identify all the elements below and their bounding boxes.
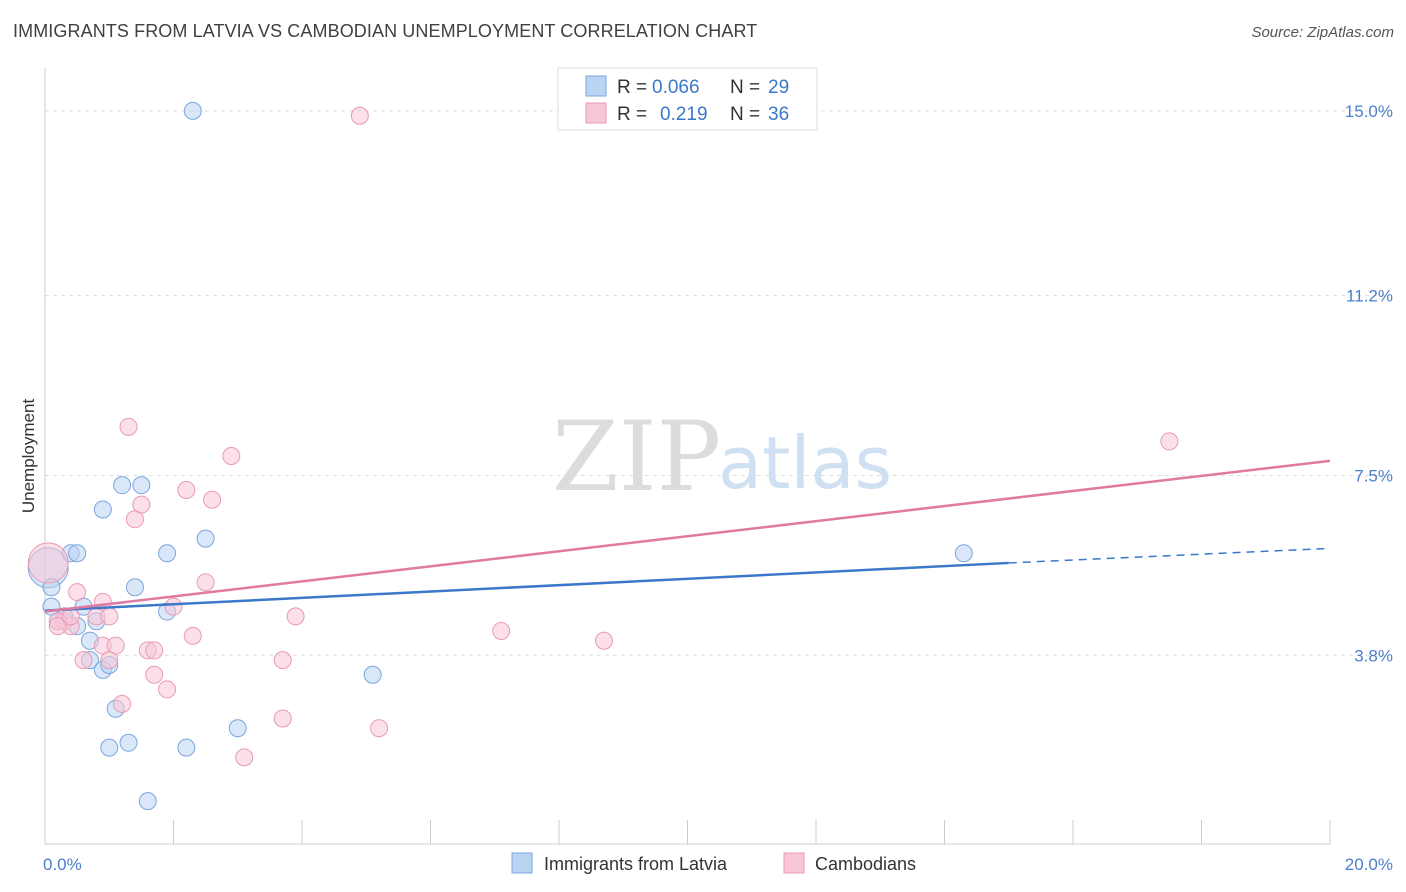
point-pink-31: [1160, 432, 1179, 451]
point-pink-large: [27, 542, 69, 584]
point-blue-20: [100, 738, 119, 757]
series-legend-label-2: Cambodians: [815, 854, 916, 874]
point-pink-15: [145, 641, 164, 660]
point-pink-27: [286, 607, 305, 626]
y-tick-labels: 3.8% 7.5% 11.2% 15.0%: [1345, 102, 1393, 665]
y-tick-label-3: 15.0%: [1345, 102, 1393, 121]
point-pink-25: [273, 651, 292, 670]
point-pink-28: [370, 719, 389, 738]
point-blue-14: [196, 529, 215, 548]
series-legend-swatch-pink: [783, 852, 805, 874]
watermark-atlas: atlas: [718, 421, 892, 505]
y-tick-label-2: 11.2%: [1346, 287, 1393, 306]
point-pink-9: [100, 651, 119, 670]
point-pink-11: [119, 417, 138, 436]
point-pink-20: [183, 626, 202, 645]
point-pink-16: [145, 665, 164, 684]
chart-title: IMMIGRANTS FROM LATVIA VS CAMBODIAN UNEM…: [13, 21, 758, 41]
grid-lines: [45, 110, 1390, 656]
trend-line-pink: [44, 459, 1331, 613]
x-tick-label-0: 0.0%: [43, 855, 82, 874]
point-pink-23: [222, 447, 241, 465]
trend-line-blue: [44, 561, 1009, 612]
point-pink-22: [203, 490, 222, 509]
point-blue-11: [125, 578, 144, 597]
legend-r-value-2: 0.219: [660, 104, 708, 125]
x-tick-label-1: 20.0%: [1345, 855, 1393, 874]
point-pink-21: [196, 573, 215, 592]
point-blue-28: [68, 544, 87, 563]
legend-n-value-2: 36: [768, 104, 789, 125]
point-pink-24: [235, 748, 254, 767]
point-blue-24: [138, 792, 157, 811]
point-pink-32: [350, 106, 369, 125]
point-blue-19: [119, 733, 138, 752]
point-blue-6: [113, 476, 132, 495]
point-blue-22: [228, 719, 247, 738]
point-pink-18: [164, 597, 183, 616]
point-pink-29: [492, 621, 511, 640]
point-pink-34: [48, 617, 67, 636]
trend-line-blue-extension: [1008, 547, 1331, 564]
legend-r-label-1: R =: [617, 77, 647, 98]
series-legend: Immigrants from Latvia Cambodians: [511, 852, 916, 874]
trend-lines: [44, 459, 1331, 613]
legend-n-label-2: N =: [730, 104, 760, 125]
legend-swatch-pink: [585, 102, 607, 124]
chart-source: Source: ZipAtlas.com: [1251, 24, 1394, 41]
legend-swatch-blue: [585, 75, 607, 97]
point-blue-25: [183, 101, 202, 120]
legend-r-label-2: R =: [617, 104, 647, 125]
point-blue-12: [158, 544, 177, 563]
point-pink-5: [100, 607, 119, 626]
point-blue-26: [954, 544, 973, 563]
x-tick-labels: 0.0% 20.0%: [43, 855, 1393, 874]
y-axis-label: Unemployment: [19, 399, 38, 514]
point-pink-10: [113, 694, 132, 713]
point-pink-17: [158, 680, 177, 699]
legend-r-value-1: 0.066: [652, 77, 700, 98]
watermark-zip: ZIP: [552, 401, 721, 513]
point-pink-19: [177, 481, 196, 500]
point-blue-21: [177, 738, 196, 757]
y-tick-label-0: 3.8%: [1354, 646, 1393, 665]
point-pink-30: [594, 631, 613, 650]
legend-n-label-1: N =: [730, 77, 760, 98]
point-pink-13: [132, 495, 151, 514]
point-pink-6: [74, 651, 93, 670]
point-blue-23: [363, 665, 382, 684]
legend-n-value-1: 29: [768, 77, 789, 98]
point-blue-7: [132, 476, 151, 495]
point-blue-5: [93, 500, 112, 519]
series-legend-swatch-blue: [511, 852, 533, 874]
series-legend-label-1: Immigrants from Latvia: [544, 854, 728, 874]
stats-legend: R = 0.066 N = 29 R = 0.219 N = 36: [557, 67, 818, 131]
data-points: [27, 101, 1179, 811]
point-pink-2: [68, 583, 87, 602]
y-tick-label-1: 7.5%: [1354, 466, 1393, 485]
axes: [44, 68, 1331, 845]
point-pink-26: [273, 709, 292, 728]
